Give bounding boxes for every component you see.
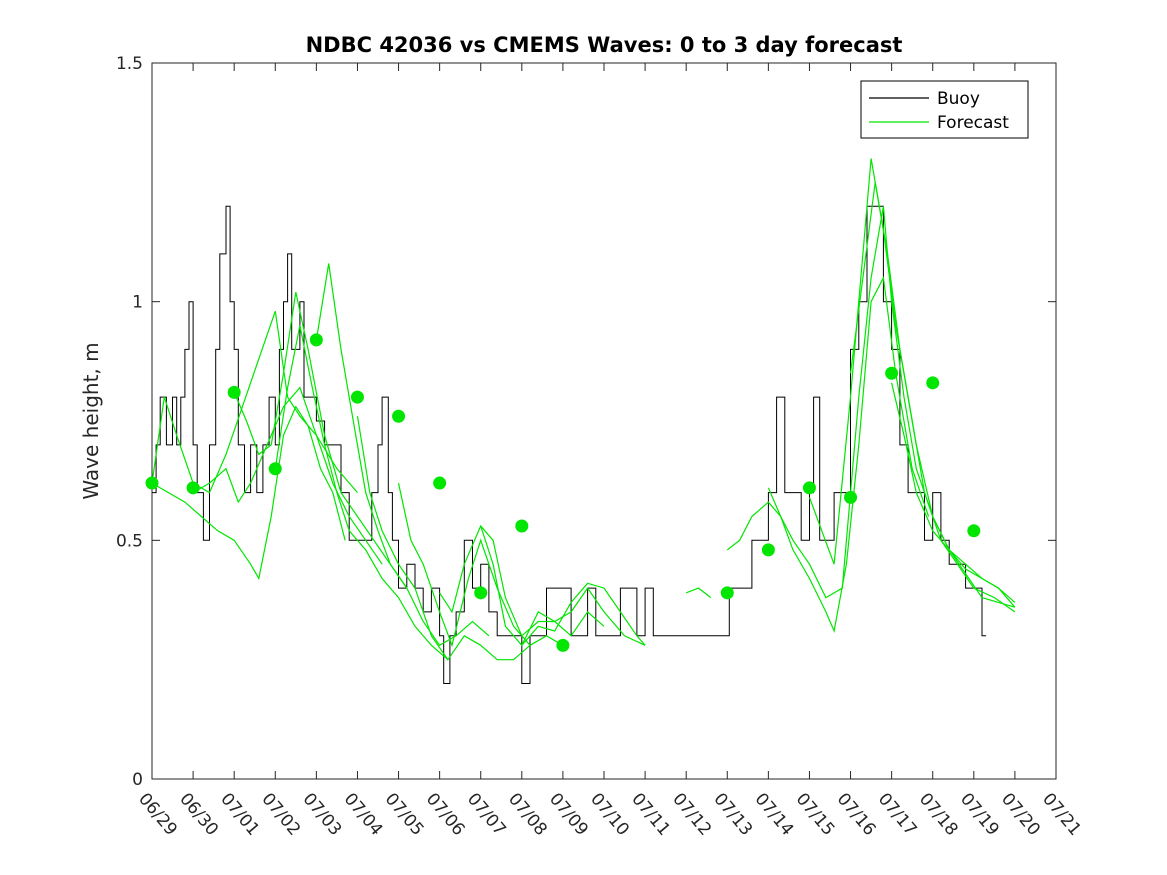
legend-box xyxy=(860,80,1029,139)
forecast-run-line xyxy=(274,325,449,661)
forecast-init-marker xyxy=(802,481,816,495)
forecast-init-marker xyxy=(392,409,406,423)
forecast-run-line xyxy=(726,275,930,634)
forecast-run-line xyxy=(521,582,646,646)
forecast-init-marker xyxy=(761,543,775,557)
y-tick-label: 0 xyxy=(132,770,143,790)
legend-buoy-label: Buoy xyxy=(937,89,980,109)
forecast-init-marker xyxy=(186,481,200,495)
forecast-init-marker xyxy=(350,390,364,404)
forecast-init-marker xyxy=(227,385,241,399)
forecast-init-marker xyxy=(720,586,734,600)
forecast-init-marker xyxy=(926,376,940,390)
forecast-run-line xyxy=(480,525,646,647)
forecast-run-line xyxy=(439,524,605,637)
forecast-init-marker xyxy=(145,476,159,490)
forecast-run-line xyxy=(891,382,1016,603)
chart-title: NDBC 42036 vs CMEMS Waves: 0 to 3 day fo… xyxy=(306,33,903,57)
y-tick-label: 1 xyxy=(132,293,143,313)
legend: Buoy Forecast xyxy=(860,80,1029,139)
forecast-run-line xyxy=(685,587,712,599)
forecast-init-marker xyxy=(556,638,570,652)
forecast-init-marker xyxy=(844,490,858,504)
axes-box xyxy=(151,62,1057,780)
forecast-init-marker xyxy=(515,519,529,533)
forecast-run-line xyxy=(151,405,346,581)
forecast-run-line xyxy=(151,311,358,494)
forecast-init-marker xyxy=(474,586,488,600)
forecast-run-line xyxy=(315,263,490,647)
forecast-run-line xyxy=(356,416,531,661)
legend-forecast-label: Forecast xyxy=(937,113,1009,133)
y-tick-label: 0.5 xyxy=(116,531,143,551)
y-axis-label: Wave height, m xyxy=(79,342,103,499)
forecast-init-marker xyxy=(885,366,899,380)
forecast-run-line xyxy=(808,158,1016,613)
forecast-init-marker xyxy=(433,476,447,490)
y-tick-label: 1.5 xyxy=(116,54,143,74)
forecast-run-line xyxy=(233,291,408,589)
plot-area: 00.511.506/2906/3007/0107/0207/0307/0407… xyxy=(116,54,1085,840)
forecast-init-marker xyxy=(309,333,323,347)
forecast-run-line xyxy=(192,386,383,565)
forecast-init-marker xyxy=(967,524,981,538)
forecast-init-marker xyxy=(268,462,282,476)
forecast-run-line xyxy=(397,482,564,648)
